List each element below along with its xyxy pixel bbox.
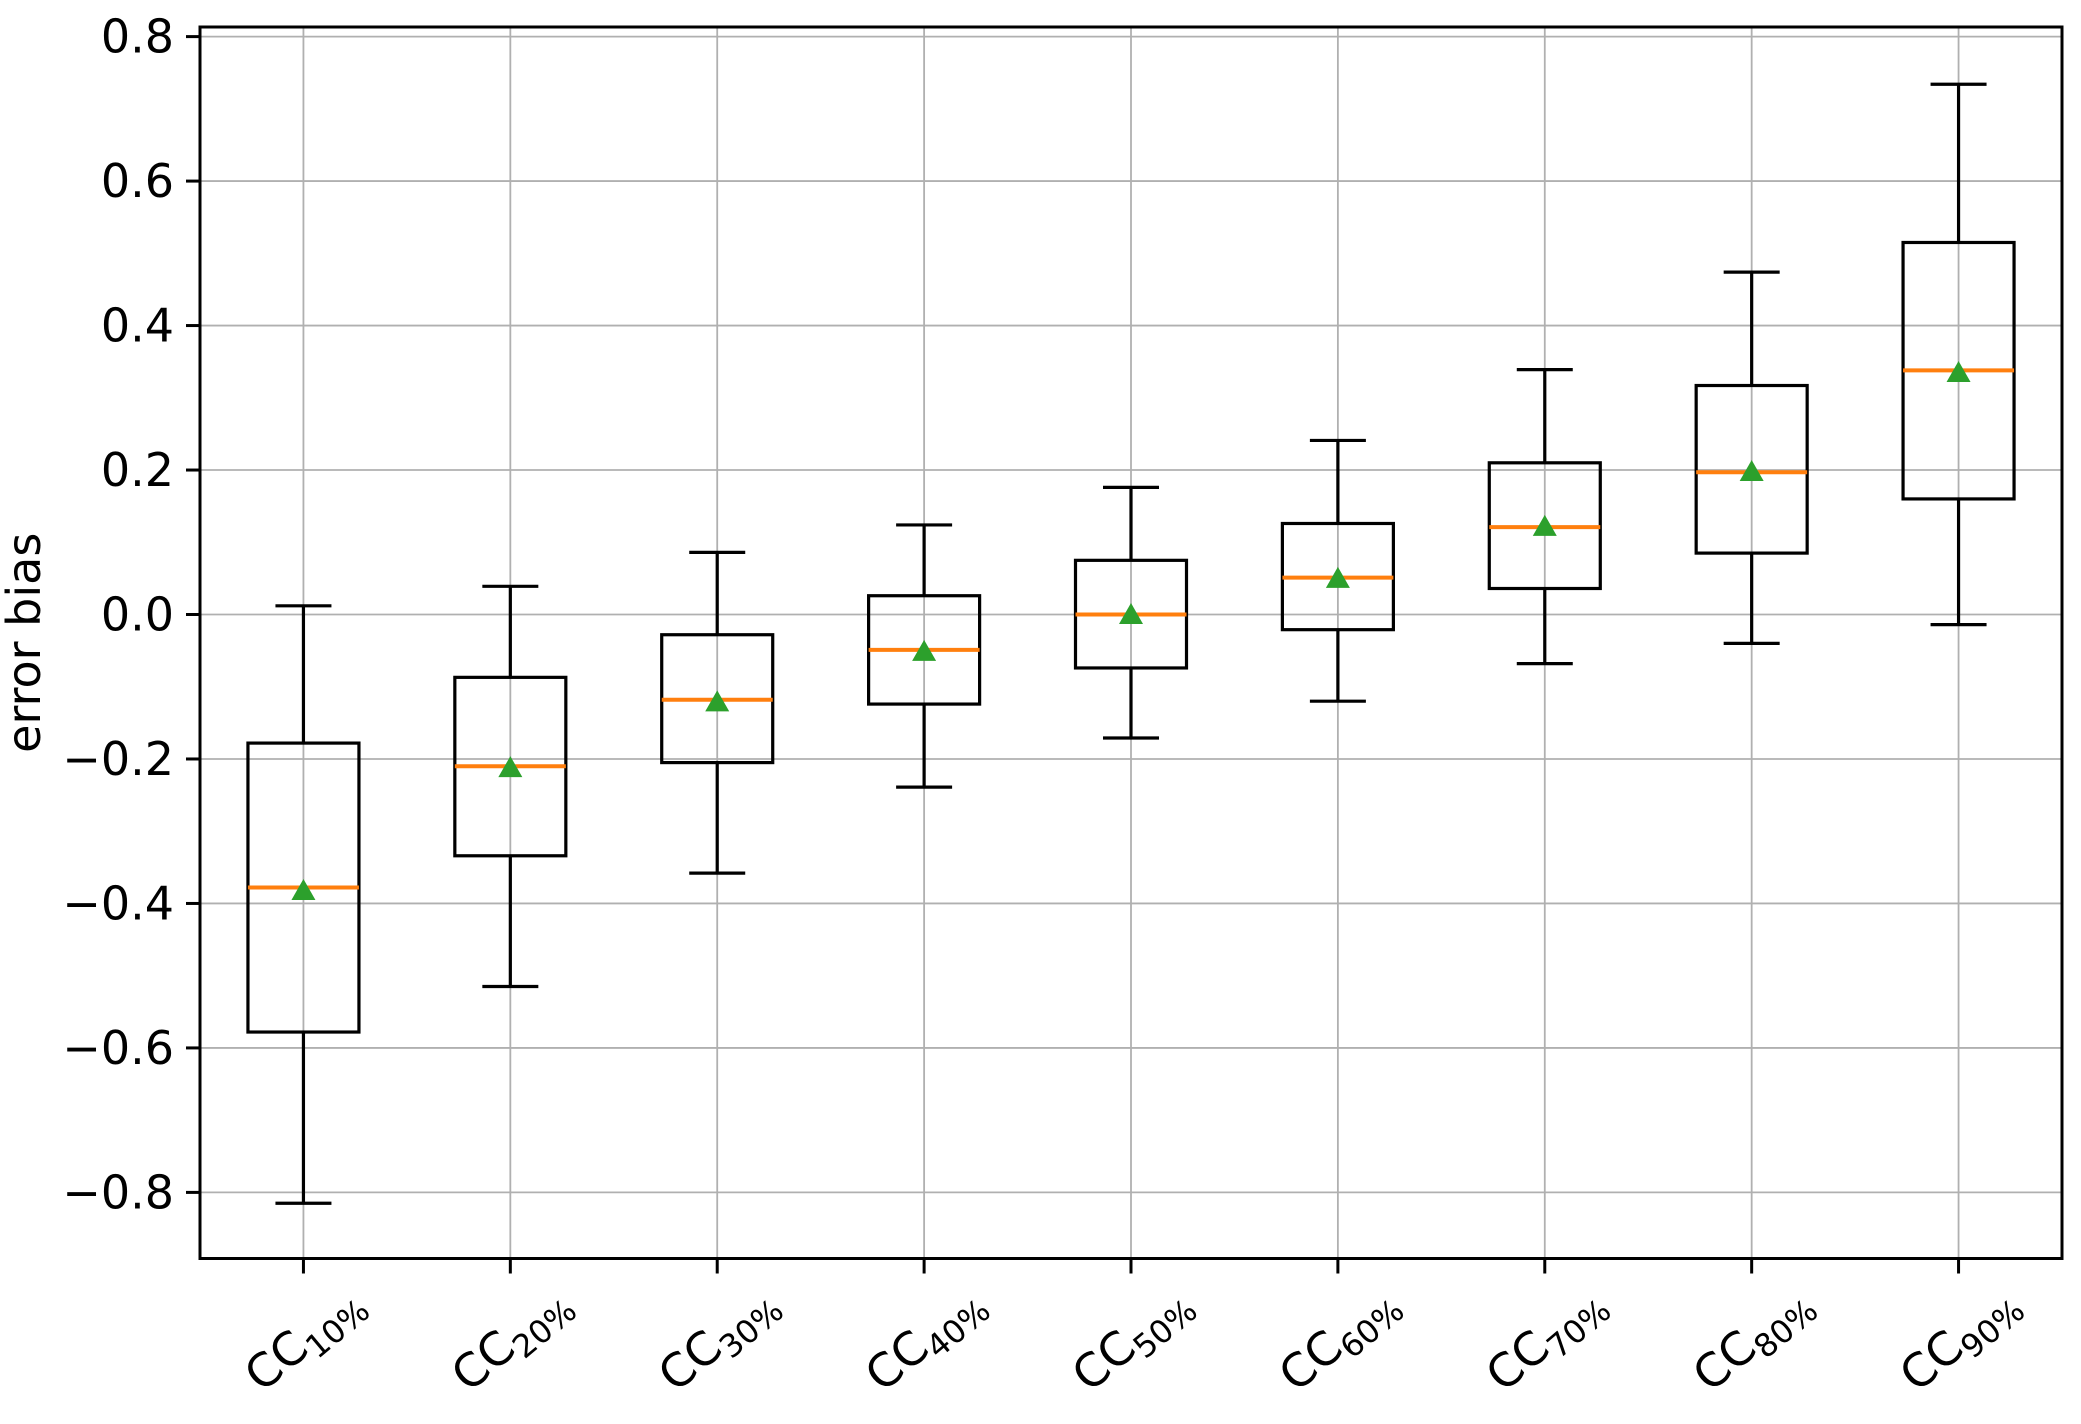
y-tick-label: 0.8 xyxy=(101,10,174,64)
box-plot-CC90% xyxy=(1901,82,2016,627)
mean-marker xyxy=(498,756,523,778)
box-plot-CC50% xyxy=(1073,485,1189,740)
box-plot-CC40% xyxy=(867,523,982,789)
box-plot-CC70% xyxy=(1487,368,1602,666)
y-tick-label: 0.4 xyxy=(101,299,174,353)
y-tick-label: 0.0 xyxy=(101,588,174,642)
box-plot-CC20% xyxy=(453,584,568,989)
y-tick-label: −0.2 xyxy=(62,732,174,786)
y-axis-title: error bias xyxy=(0,533,51,753)
x-tick-label: CC80% xyxy=(1682,1274,1825,1408)
x-tick-label: CC70% xyxy=(1475,1274,1618,1408)
y-tick-label: −0.8 xyxy=(62,1165,174,1219)
mean-marker xyxy=(1532,514,1557,536)
mean-marker xyxy=(1325,566,1350,588)
x-tick-label: CC90% xyxy=(1889,1274,2032,1408)
box-plot-CC30% xyxy=(660,550,775,875)
mean-marker xyxy=(912,639,937,661)
y-tick-label: −0.4 xyxy=(62,876,174,930)
mean-marker xyxy=(1119,603,1143,625)
x-tick-label: CC20% xyxy=(441,1274,584,1408)
box-plot-CC80% xyxy=(1694,270,1809,646)
iqr-box xyxy=(1694,383,1809,555)
box-plot-CC10% xyxy=(246,604,361,1205)
mean-marker xyxy=(705,690,730,712)
mean-marker xyxy=(1946,361,1971,383)
x-tick-label: CC50% xyxy=(1062,1274,1205,1408)
mean-marker xyxy=(1739,459,1764,481)
y-tick-label: 0.2 xyxy=(101,443,174,497)
box-plot-CC60% xyxy=(1280,438,1395,703)
x-tick-label: CC30% xyxy=(648,1274,791,1408)
x-tick-label: CC10% xyxy=(234,1274,377,1408)
mean-marker xyxy=(291,878,316,900)
x-tick-label: CC40% xyxy=(855,1274,998,1408)
y-tick-label: 0.6 xyxy=(101,154,174,208)
x-tick-label: CC60% xyxy=(1269,1274,1412,1408)
y-tick-label: −0.6 xyxy=(62,1021,174,1075)
